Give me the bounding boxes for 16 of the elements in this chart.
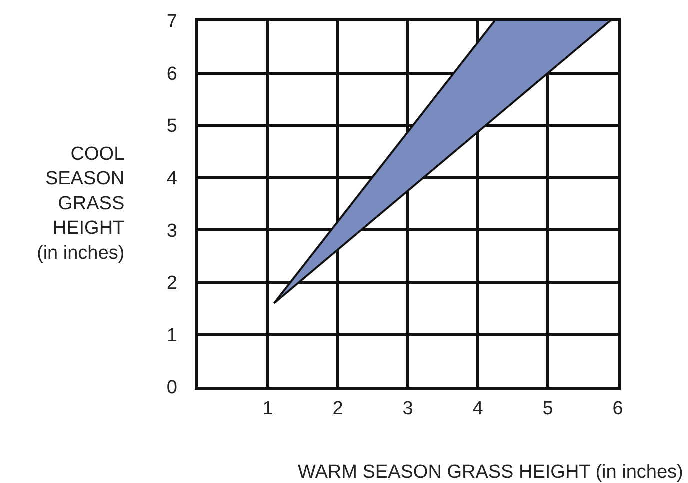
y-tick-label: 1 [166,325,178,346]
y-tick-label: 5 [166,116,178,138]
x-tick-label: 5 [542,398,554,420]
y-tick-label: 3 [166,220,178,242]
y-axis-title: COOL SEASON GRASS HEIGHT (in inches) [37,144,126,264]
x-tick-label: 3 [402,398,414,420]
x-tick-label: 6 [612,398,624,420]
y-tick-label: 7 [166,12,178,33]
y-tick-label: 0 [166,378,178,399]
y-tick-label: 2 [166,273,178,294]
x-axis-title: WARM SEASON GRASS HEIGHT (in inches) [298,462,684,483]
x-tick-label: 4 [472,398,484,420]
y-tick-label: 4 [166,168,178,190]
x-tick-label: 2 [332,398,344,420]
y-tick-label: 6 [166,64,178,85]
x-tick-label: 1 [262,398,274,420]
